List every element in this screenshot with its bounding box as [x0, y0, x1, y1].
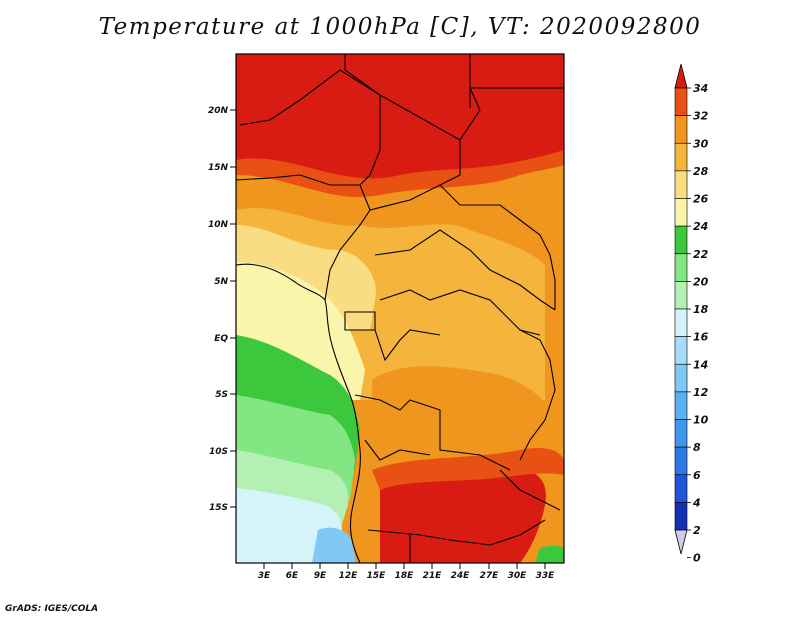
colorbar-swatch [674, 87, 688, 116]
colorbar-label: 30 [693, 137, 709, 150]
zone-32-34-south [380, 469, 546, 563]
zone-14-16 [236, 488, 342, 563]
colorbar-swatch [674, 391, 688, 420]
colorbar-swatch [674, 115, 688, 144]
colorbar-swatch [674, 142, 688, 172]
colorbar-label: 20 [693, 275, 709, 288]
colorbar-label: 24 [693, 220, 708, 233]
lat-tick-label: 15N [208, 163, 229, 173]
longitude-axis: 3E 6E 9E 12E 15E 18E 21E 24E 27E 30E 33E [258, 563, 555, 581]
lon-tick-label: 3E [258, 571, 271, 581]
colorbar-label: 26 [693, 193, 709, 206]
colorbar-top-arrow [674, 63, 688, 89]
zone-12-14 [312, 527, 356, 563]
plot-frame [235, 53, 565, 564]
chart-title: Temperature at 1000hPa [C], VT: 20200928… [98, 14, 702, 40]
lat-tick-label: 5N [214, 277, 228, 287]
lon-tick-label: 18E [395, 571, 415, 581]
lon-tick-label: 27E [480, 571, 500, 581]
colorbar-swatch [674, 198, 688, 227]
colorbar-label: 0 [693, 552, 701, 565]
footer-credit: GrADS: IGES/COLA [5, 604, 99, 614]
colorbar-label: 16 [693, 331, 709, 344]
zone-20-22-southeast [535, 545, 564, 563]
colorbar-label: 2 [693, 524, 701, 537]
lat-tick-label: EQ [214, 334, 228, 344]
colorbar-label: 22 [693, 248, 709, 261]
colorbar-swatch [674, 308, 688, 337]
map-boundaries [236, 54, 564, 563]
lat-tick-label: 10N [208, 220, 229, 230]
lon-tick-label: 15E [367, 571, 387, 581]
lat-tick-label: 15S [209, 503, 228, 513]
zone-30-32-south [372, 448, 564, 490]
colorbar-swatch [674, 502, 688, 531]
lon-tick-label: 12E [339, 571, 359, 581]
colorbar-label: 34 [693, 82, 708, 95]
temperature-field [236, 54, 564, 563]
lat-tick-label: 10S [209, 447, 228, 457]
lon-tick-label: 24E [451, 571, 471, 581]
latitude-axis: 20N 15N 10N 5N EQ 5S 10S 15S [208, 106, 236, 513]
lat-tick-label: 20N [208, 106, 229, 116]
zone-28-30-congo [372, 366, 560, 470]
colorbar-label: 12 [693, 386, 709, 399]
colorbar-swatch [674, 170, 688, 199]
colorbar-swatch [674, 363, 688, 393]
colorbar-label: 32 [693, 110, 709, 123]
colorbar-label: 18 [693, 303, 709, 316]
colorbar-swatch [674, 474, 688, 503]
lon-tick-label: 21E [423, 571, 443, 581]
colorbar-swatch [674, 446, 688, 476]
colorbar-swatch [674, 336, 688, 365]
colorbar-swatch [674, 419, 688, 448]
colorbar-swatch [674, 281, 688, 310]
lon-tick-label: 30E [508, 571, 528, 581]
colorbar-bottom-arrow [674, 529, 688, 555]
colorbar-label: 4 [692, 496, 701, 509]
lat-tick-label: 5S [215, 390, 228, 400]
lon-tick-label: 33E [536, 571, 556, 581]
colorbar-label: 8 [693, 441, 701, 454]
lon-tick-label: 9E [314, 571, 327, 581]
colorbar-swatch [674, 253, 688, 282]
colorbar-label: 14 [693, 358, 708, 371]
colorbar-label: 28 [693, 165, 709, 178]
colorbar-label: 6 [693, 469, 701, 482]
colorbar-label: 10 [693, 414, 709, 427]
colorbar-swatch [674, 225, 688, 255]
lon-tick-label: 6E [286, 571, 299, 581]
